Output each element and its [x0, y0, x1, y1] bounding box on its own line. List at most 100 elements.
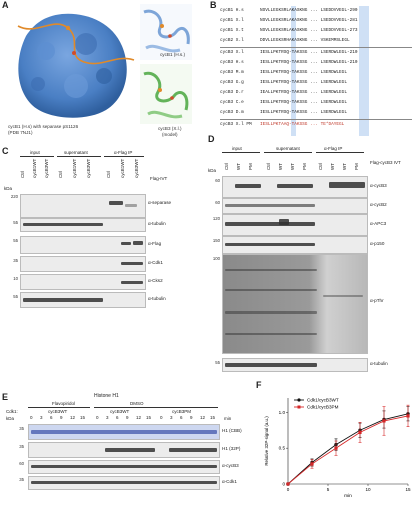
data-point — [382, 419, 386, 423]
time-label: 12 — [200, 415, 206, 420]
align-name: cycB3 C.e — [220, 100, 244, 105]
align-name: cycB3 D.r — [220, 90, 244, 95]
marker-kda: 55 — [215, 360, 220, 365]
header-input: input — [232, 146, 242, 151]
x-tick-label: 5 — [327, 487, 330, 492]
lane-label: cycB3WT — [86, 158, 91, 178]
marker-kda: 60 — [19, 461, 24, 466]
y-axis-label: Relative 32P-signal (a.u.) — [264, 416, 269, 466]
panel-label-a: A — [2, 0, 9, 10]
time-label: 3 — [170, 415, 173, 420]
blot-c-cks2 — [20, 274, 146, 290]
label-cycb1-hs: cycB1 (H.s.) — [160, 52, 186, 57]
lane-label: Ctrl — [58, 171, 63, 178]
row-label: α-p150 — [370, 241, 385, 246]
align-seq: IESLLPKTRSQ-TAKSSG ... LSERDWLEGL — [260, 110, 347, 115]
row-label: H1 (32P) — [222, 446, 241, 451]
marker-kda: 100 — [212, 256, 220, 261]
time-label: 9 — [126, 415, 129, 420]
blot-d-cycb2 — [222, 198, 368, 214]
lane-labels-c: Ctrl cycB1WT cycB3WT Ctrl cycB1WT cycB3W… — [20, 158, 144, 182]
legend-marker — [297, 405, 301, 409]
lane-label: WT — [330, 163, 335, 170]
row-label: α-separase — [148, 200, 172, 205]
header-flag-ip: α-Flag IP — [114, 150, 133, 155]
marker-kda: 35 — [13, 258, 18, 263]
data-point — [310, 462, 314, 466]
blot-c-flag — [20, 236, 146, 254]
lane-label: Ctrl — [20, 171, 25, 178]
marker-kda: 55 — [13, 294, 18, 299]
lane-label: cycB1WT — [72, 158, 77, 178]
data-point — [286, 482, 290, 486]
row-label: α-Cdk1 — [148, 260, 163, 265]
marker-kda: 55 — [13, 220, 18, 225]
sequence-alignment: cycB1 H.s NSVLLEGKSRLAKASKNG ... LSEDDVVE… — [220, 6, 412, 136]
time-label: 0 — [160, 415, 163, 420]
time-label: 6 — [50, 415, 53, 420]
row-label: α-cycB3 — [222, 463, 239, 468]
lane-label: Ctrl — [106, 171, 111, 178]
align-seq: NSVLLEGKSRLAKASKNG ... LSEDDVVEGL-273 — [260, 28, 358, 33]
align-seq: IESLLPKTRSQ-TAKSSG ... LSERDWLEGL — [260, 80, 347, 85]
legend-marker — [297, 398, 301, 402]
caption-cycb1-line2: (PDB 7NJ1) — [8, 130, 33, 135]
x-tick-label: 0 — [287, 487, 290, 492]
marker-kda: 150 — [212, 238, 220, 243]
time-label: 15 — [210, 415, 216, 420]
data-point — [406, 414, 410, 418]
align-seq: IEALLPKTRSQ-TAKSSG ... LSERDWLEGL — [260, 90, 347, 95]
blot-e-cdk1 — [28, 476, 220, 490]
lane-label: PM — [354, 163, 359, 170]
y-tick-label: 1.0 — [279, 410, 286, 415]
y-tick-label: 0.5 — [279, 446, 286, 451]
time-label: 3 — [40, 415, 43, 420]
align-seq: IESLLPKTRSQ-TAKSSG ... LSERDWLEGL — [260, 100, 347, 105]
legend-label: Cdk1/cycB3PM — [307, 405, 339, 410]
time-labels: 0 3 6 9 12 15 0 3 6 9 12 15 0 3 6 9 12 1… — [28, 415, 218, 422]
panel-label-d: D — [208, 134, 215, 144]
row-label: α-Cdk1 — [222, 479, 237, 484]
blot-c-tubulin-2 — [20, 292, 146, 308]
y-tick-label: 0 — [282, 482, 285, 487]
structure-cycb1-image — [6, 6, 136, 124]
blot-c-tubulin-1 — [20, 218, 146, 232]
header-supernatant: supernatant — [276, 146, 300, 151]
chart-f-container: 0 5 10 15 0 0.5 1.0 min Relative 32P-signal (a.u… — [262, 388, 414, 500]
align-seq: DDVLLEGKSRHAKASKNG ... VSKEMMSLEGL — [260, 38, 350, 43]
min-label: min — [224, 416, 232, 421]
marker-kda: 35 — [19, 426, 24, 431]
time-label: 3 — [106, 415, 109, 420]
blot-d-p150 — [222, 236, 368, 254]
lane-label: Ctrl — [266, 163, 271, 170]
align-name: cycB3 X.l — [220, 50, 244, 55]
time-label: 0 — [96, 415, 99, 420]
row-label: α-APC3 — [370, 221, 387, 226]
align-name: cycB1 X.t — [220, 28, 244, 33]
time-label: 0 — [30, 415, 33, 420]
blot-d-pthr — [222, 254, 368, 354]
marker-kda: 220 — [10, 194, 18, 199]
lane-label: Ctrl — [224, 163, 229, 170]
row-label: α-tubulin — [370, 361, 388, 366]
align-name: cycB3 X.l PM — [220, 122, 252, 127]
panel-label-c: C — [2, 146, 9, 156]
time-label: 9 — [190, 415, 193, 420]
structure-zoom-cycb3 — [140, 64, 192, 124]
lane-label: WT — [278, 163, 283, 170]
lane-label: WT — [236, 163, 241, 170]
align-name: cycB1 X.l — [220, 18, 244, 23]
x-tick-label: 10 — [365, 487, 371, 492]
lane-label: WT — [342, 163, 347, 170]
lane-label: cycB3WT — [44, 158, 49, 178]
marker-kda: 35 — [19, 444, 24, 449]
panel-label-f: F — [256, 380, 262, 390]
kda-label: kDa — [208, 168, 217, 173]
panel-label-e: E — [2, 392, 9, 402]
time-label: 12 — [136, 415, 142, 420]
row-label: α-tubulin — [148, 296, 166, 301]
blot-e-h1-cbb — [28, 424, 220, 440]
sub-cycb3-wt-2: cycB3WT — [110, 409, 130, 414]
align-seq: IESLLPKTRSQ-TAKSSG ... LSERDWLEGL-210 — [260, 50, 358, 55]
chart-f: 0 5 10 15 0 0.5 1.0 min Relative 32P-signal (a.u… — [264, 398, 411, 499]
